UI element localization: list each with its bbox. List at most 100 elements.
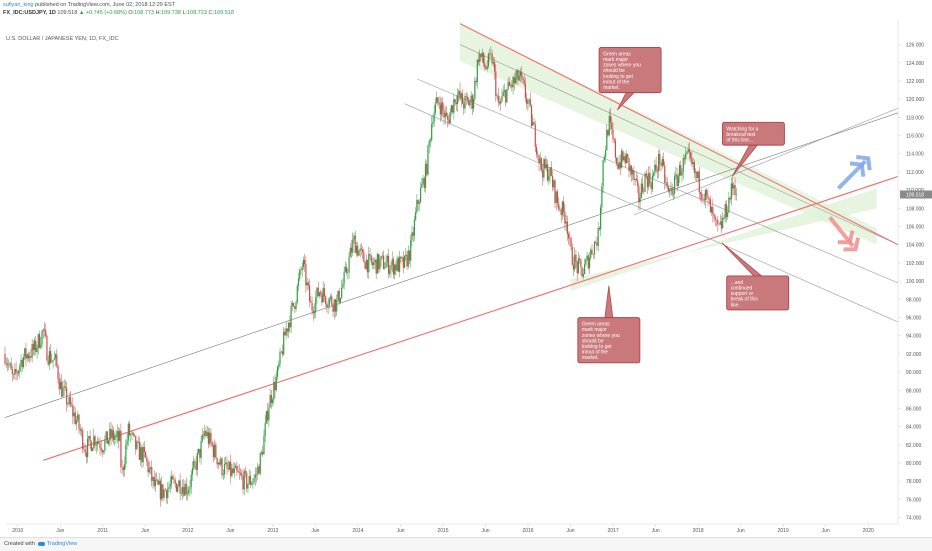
x-tick-label: 2011: [97, 528, 108, 534]
grey-desc-3[interactable]: [404, 103, 899, 323]
candle-574: [712, 198, 714, 223]
candle-50: [66, 381, 68, 412]
candle-532: [660, 161, 662, 172]
candle-165: [207, 427, 210, 449]
candle-498: [618, 155, 620, 171]
candle-394: [490, 46, 492, 58]
candle-452: [561, 200, 564, 221]
callout-right-text: Watching for a breakout test of this line.…: [726, 126, 758, 143]
grey-desc-2[interactable]: [417, 78, 899, 284]
candle-221: [276, 365, 279, 380]
candle-431: [535, 143, 538, 158]
candle-83: [106, 431, 108, 444]
candle-164: [206, 425, 208, 439]
symbol-line: FX_IDC:USDJPY, 1D 109.518 ▲ +0.745 (+0.6…: [3, 10, 234, 17]
grey-desc-1[interactable]: [459, 44, 899, 245]
candle-4: [9, 361, 11, 368]
x-tick-label: 2018: [693, 528, 704, 534]
candle-446: [554, 178, 556, 209]
candle-493: [612, 122, 614, 143]
author-link[interactable]: sufiyan_king: [3, 2, 34, 8]
candle-411: [511, 80, 513, 92]
x-axis: 2010 Jun 2011 Jun 2012 Jun 2013 Jun 2014 Jun 2015 J…: [12, 524, 874, 534]
y-tick-label: 124.000: [906, 61, 924, 67]
candle-74: [95, 440, 97, 454]
candle-303: [378, 253, 380, 273]
candle-412: [512, 75, 514, 95]
candle-123: [156, 472, 158, 482]
long-grey-channel[interactable]: [4, 112, 899, 418]
candle-398: [495, 64, 497, 102]
candle-80: [103, 449, 105, 455]
candle-323: [402, 251, 404, 273]
candle-519: [644, 171, 646, 193]
candle-517: [641, 175, 644, 195]
candle-60: [78, 413, 80, 435]
candle-501: [622, 149, 624, 163]
candle-97: [124, 456, 126, 477]
candle-265: [331, 293, 333, 307]
candle-258: [322, 281, 324, 303]
candle-331: [412, 226, 414, 243]
candle-29: [40, 336, 42, 350]
candle-135: [170, 470, 173, 489]
callout-top[interactable]: Green areas mark major zones where you shou…: [598, 46, 662, 111]
candle-253: [316, 287, 318, 304]
candle-53: [69, 390, 71, 408]
y-tick-label: 84.000: [906, 425, 922, 431]
candle-276: [344, 261, 346, 273]
candle-102: [130, 432, 132, 443]
candle-5: [10, 357, 12, 370]
candle-58: [75, 415, 78, 431]
candle-171: [215, 441, 217, 459]
candle-295: [368, 246, 370, 279]
candle-318: [396, 255, 398, 272]
candle-550: [682, 154, 684, 180]
candle-499: [619, 154, 621, 176]
callout-bottom-right[interactable]: ...and continued support or break of this li…: [721, 242, 790, 311]
candle-367: [456, 87, 459, 113]
x-tick-label: Jun: [396, 528, 404, 534]
candle-589: [730, 177, 732, 206]
candle-585: [725, 199, 728, 223]
candle-556: [690, 151, 692, 163]
candle-101: [128, 420, 131, 437]
price-chart[interactable]: Green areas mark major zones where you shou…: [0, 0, 932, 537]
candle-248: [310, 296, 312, 303]
lower-red-support[interactable]: [43, 175, 899, 461]
tradingview-brand-link[interactable]: TradingView: [46, 541, 78, 547]
candle-100: [127, 421, 129, 447]
candle-130: [164, 487, 166, 491]
candle-234: [292, 302, 295, 308]
candle-312: [389, 264, 391, 277]
candle-106: [135, 435, 137, 455]
publish-info: published on TradingView.com, June 02, 2…: [35, 2, 176, 8]
y-tick-label: 112.000: [906, 170, 924, 176]
candle-387: [481, 48, 483, 63]
candle-192: [241, 469, 243, 480]
candle-472: [586, 252, 588, 261]
callout-right[interactable]: Watching for a breakout test of this line.…: [721, 121, 785, 177]
candle-490: [608, 109, 610, 137]
candle-320: [399, 250, 401, 278]
y-tick-label: 122.000: [906, 79, 924, 85]
candle-122: [154, 473, 157, 493]
y-tick-label: 104.000: [906, 243, 924, 249]
candle-210: [263, 429, 265, 455]
callout-bottom[interactable]: Green areas mark major zones where you shou…: [577, 285, 641, 364]
candle-383: [476, 58, 478, 89]
candle-378: [470, 91, 472, 110]
candle-139: [175, 482, 178, 493]
symbol-label[interactable]: FX_IDC:USDJPY, 1D: [3, 10, 56, 16]
candle-317: [395, 261, 397, 276]
candle-15: [22, 353, 25, 369]
upper-red-resistance[interactable]: [459, 23, 899, 246]
candle-562: [697, 169, 699, 182]
candle-7: [13, 372, 15, 379]
candle-480: [596, 236, 598, 251]
candle-131: [165, 489, 168, 504]
price-change: ▲ +0.745 (+0.68%): [78, 10, 127, 16]
candle-268: [334, 298, 337, 318]
candle-534: [662, 152, 665, 167]
upper-grey-channel[interactable]: [634, 107, 899, 215]
